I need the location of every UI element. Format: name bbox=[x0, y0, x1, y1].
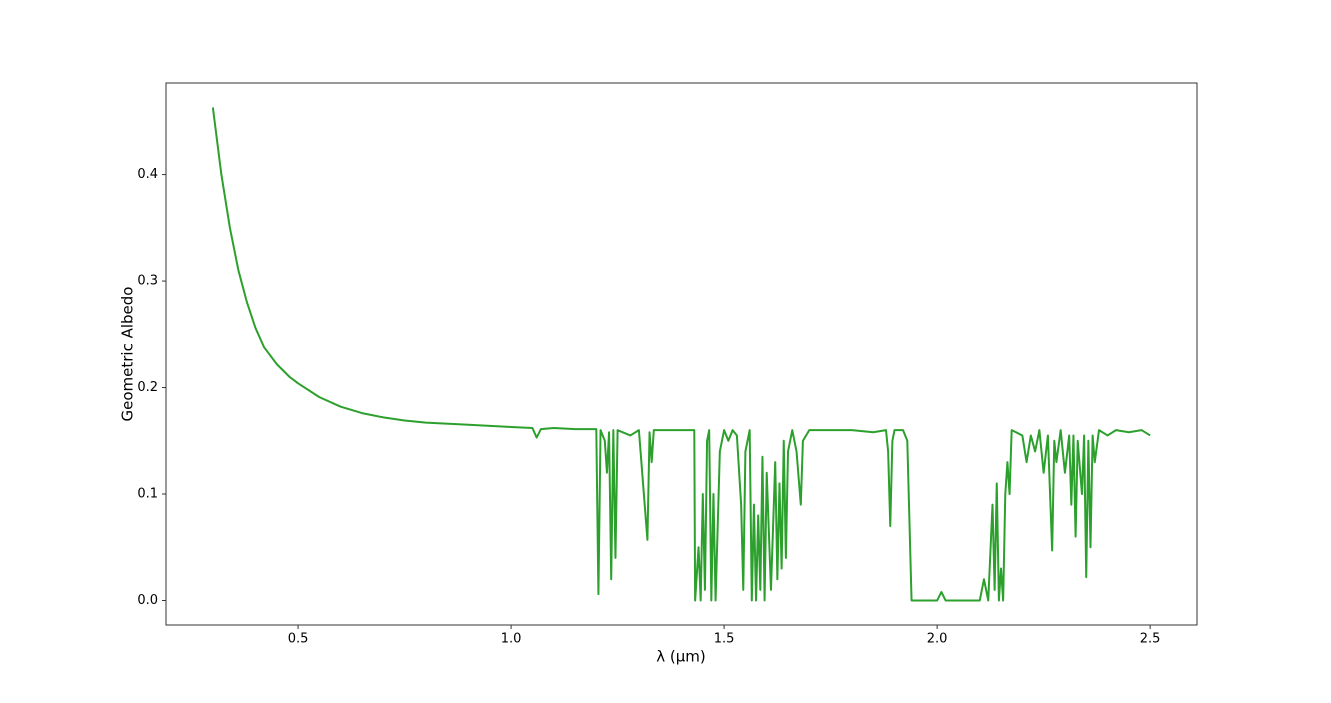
x-axis-label: λ (μm) bbox=[656, 648, 706, 666]
x-tick-label: 1.0 bbox=[501, 632, 522, 647]
y-tick-label: 0.4 bbox=[137, 167, 158, 182]
y-tick-label: 0.3 bbox=[137, 274, 158, 289]
y-tick-label: 0.2 bbox=[137, 380, 158, 395]
x-tick-label: 0.5 bbox=[288, 632, 309, 647]
x-tick-label: 1.5 bbox=[714, 632, 735, 647]
y-tick-label: 0.1 bbox=[137, 487, 158, 502]
y-axis-label: Geometric Albedo bbox=[119, 287, 137, 422]
x-tick-label: 2.5 bbox=[1140, 632, 1161, 647]
x-tick-label: 2.0 bbox=[927, 632, 948, 647]
plot-frame bbox=[165, 82, 1198, 626]
y-tick-label: 0.0 bbox=[137, 593, 158, 608]
data-line bbox=[211, 107, 1151, 602]
